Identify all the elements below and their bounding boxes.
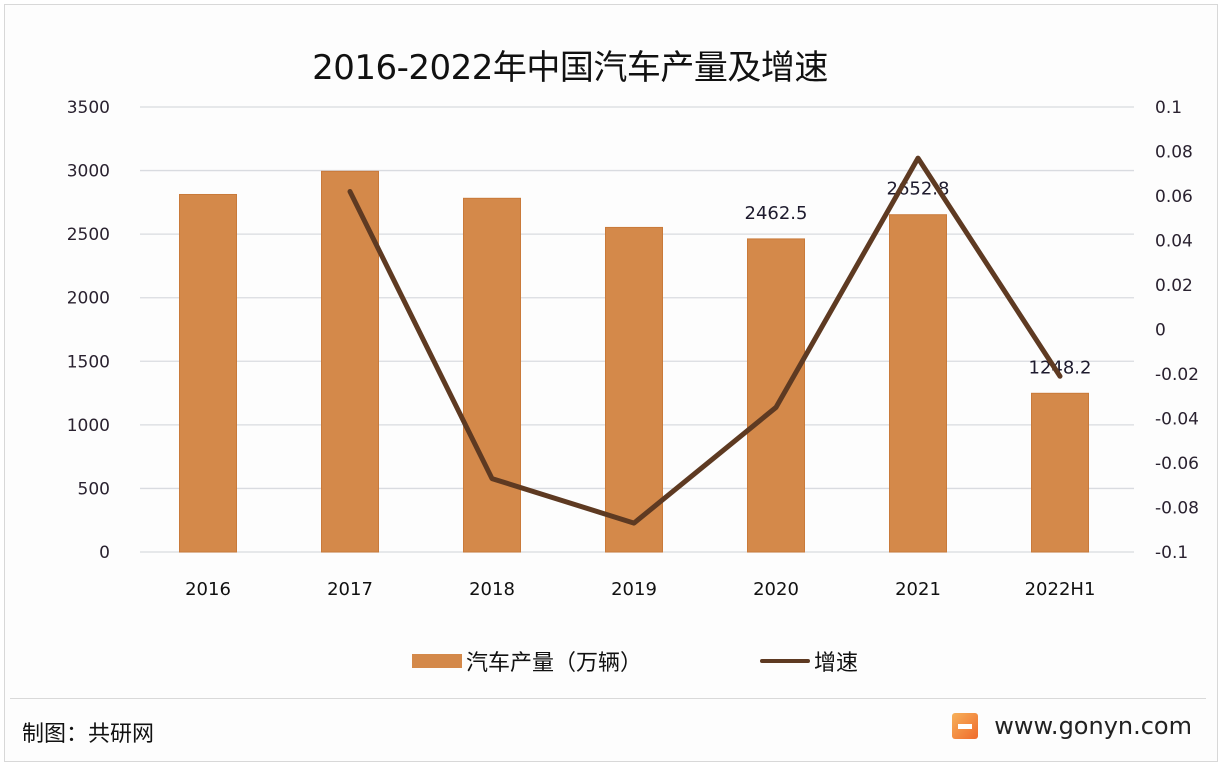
- y-right-tick: 0.04: [1155, 232, 1193, 252]
- bar-swatch-icon: [412, 654, 462, 668]
- bar-2022H1: [1031, 392, 1089, 553]
- y-right-tick: -0.06: [1155, 454, 1199, 474]
- y-left-tick: 2500: [67, 225, 110, 245]
- y-left-tick: 1500: [67, 352, 110, 372]
- chart-plot-area: 0 500 1000 1500 2000 2500 3000 3500 -0.1 -0.08 -0.…: [67, 98, 1199, 600]
- x-tick: 2020: [753, 579, 799, 600]
- y-right-tick: 0.1: [1155, 98, 1182, 118]
- footer-credit: 制图：共研网: [22, 722, 155, 747]
- bar-2020: [747, 238, 805, 553]
- footer-divider: [10, 698, 1206, 699]
- y-right-tick: 0: [1155, 321, 1166, 341]
- y-right-tick: 0.02: [1155, 276, 1193, 296]
- data-label: 2462.5: [745, 203, 808, 224]
- y-left-tick: 500: [78, 479, 110, 499]
- y-right-tick: 0.08: [1155, 143, 1193, 163]
- x-tick: 2017: [327, 579, 373, 600]
- bar-2016: [179, 193, 237, 553]
- y-left-tick: 3000: [67, 162, 110, 182]
- legend-label-growth: 增速: [814, 651, 859, 676]
- x-tick: 2022H1: [1025, 579, 1096, 600]
- legend-label-production: 汽车产量（万辆）: [466, 651, 643, 676]
- bar-2021: [889, 214, 947, 553]
- bar-2018: [463, 197, 521, 553]
- x-tick: 2021: [895, 579, 941, 600]
- chart-legend: 汽车产量（万辆） 增速: [0, 645, 1226, 677]
- x-tick: 2019: [611, 579, 657, 600]
- bar-2019: [605, 226, 663, 553]
- line-swatch-icon: [760, 659, 810, 663]
- y-right-tick: -0.1: [1155, 543, 1188, 563]
- footer-brand: www.gonyn.com: [952, 712, 1192, 740]
- x-tick: 2018: [469, 579, 515, 600]
- gonyn-logo-icon: [952, 713, 979, 739]
- y-left-tick: 2000: [67, 289, 110, 309]
- data-label: 1248.2: [1029, 357, 1092, 378]
- footer-website: www.gonyn.com: [994, 712, 1192, 740]
- legend-item-production: 汽车产量（万辆）: [412, 645, 642, 677]
- y-left-tick: 0: [99, 543, 110, 563]
- y-right-tick: 0.06: [1155, 187, 1193, 207]
- legend-item-growth: 增速: [760, 645, 858, 677]
- y-left-tick: 3500: [67, 98, 110, 118]
- y-right-tick: -0.08: [1155, 499, 1199, 519]
- x-tick: 2016: [185, 579, 231, 600]
- y-left-tick: 1000: [67, 416, 110, 436]
- chart-title: 2016-2022年中国汽车产量及增速: [312, 48, 828, 88]
- y-right-tick: -0.04: [1155, 410, 1199, 430]
- y-right-tick: -0.02: [1155, 365, 1199, 385]
- growth-line: [347, 155, 1063, 526]
